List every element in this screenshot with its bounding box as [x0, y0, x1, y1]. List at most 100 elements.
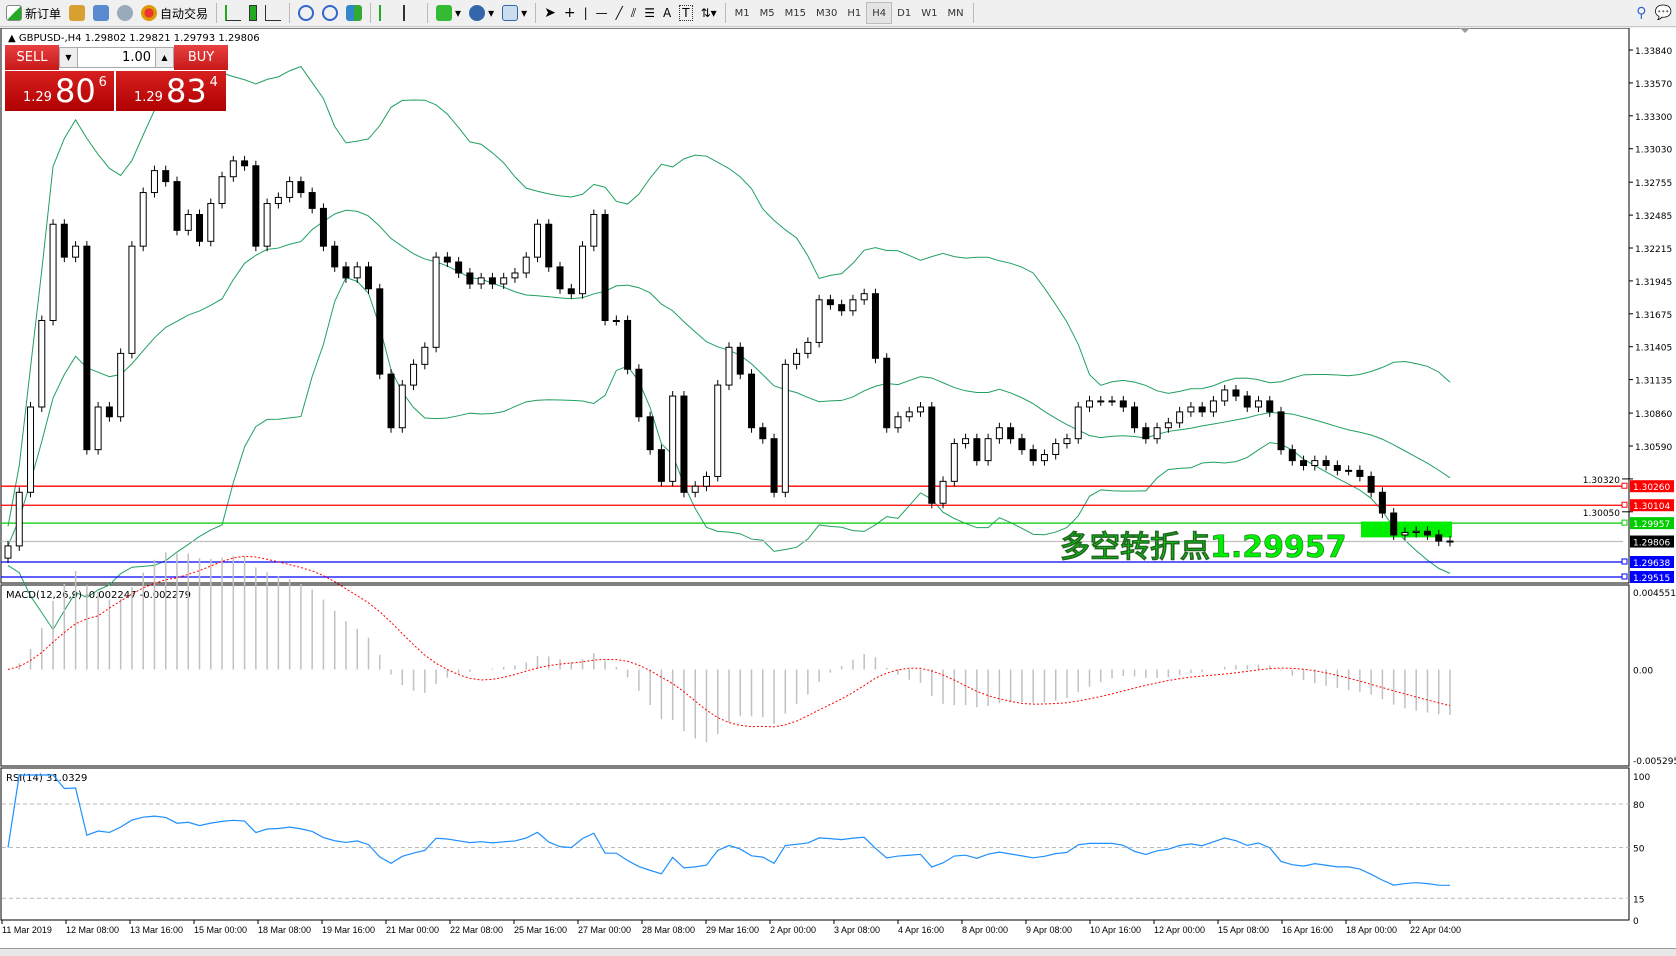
candle — [421, 346, 429, 365]
candle — [263, 203, 271, 247]
zoom-in-button[interactable] — [294, 2, 318, 25]
price-tick-label: 1.30860 — [1635, 410, 1672, 420]
timeframe-h1[interactable]: H1 — [847, 7, 862, 19]
candle — [1007, 427, 1015, 440]
candlestick-button[interactable] — [245, 2, 261, 25]
price-tick-label: 1.33300 — [1635, 113, 1672, 123]
auto-scroll-icon — [379, 5, 395, 21]
zoom-in-icon — [298, 5, 315, 21]
text-label-button[interactable]: T — [675, 2, 696, 25]
candle — [342, 266, 350, 279]
market-watch-button[interactable] — [65, 2, 89, 25]
price-level-badge — [1630, 499, 1674, 512]
candle — [286, 181, 294, 198]
timeframe-h4[interactable]: H4 — [866, 2, 893, 24]
horizontal-line-icon: — — [595, 6, 608, 20]
indicators-icon — [436, 5, 453, 21]
time-tick-label: 13 Mar 16:00 — [130, 925, 183, 935]
timeframe-m5[interactable]: M5 — [759, 7, 775, 19]
timeframe-m15[interactable]: M15 — [784, 7, 806, 19]
candle — [1153, 427, 1161, 440]
timeframe-w1[interactable]: W1 — [921, 7, 938, 19]
zoom-out-icon — [322, 5, 339, 21]
candle — [1367, 475, 1375, 493]
candle — [477, 277, 485, 285]
buy-button[interactable]: BUY — [174, 45, 228, 70]
text-button[interactable]: A — [659, 2, 675, 25]
sell-price[interactable]: 1.29 80 6 — [5, 71, 114, 111]
time-tick-label: 18 Apr 00:00 — [1346, 925, 1397, 935]
candle — [387, 373, 395, 429]
horizontal-line-button[interactable]: — — [592, 2, 612, 25]
line-chart-button[interactable] — [261, 2, 285, 25]
chat-icon: 💬 — [1654, 5, 1672, 21]
channel-button[interactable]: ⫽ — [627, 2, 640, 25]
chart-shift-icon — [403, 5, 419, 21]
crosshair-button[interactable]: + — [560, 2, 580, 25]
candle — [702, 475, 710, 487]
navigator-button[interactable] — [89, 2, 113, 25]
fibonacci-button[interactable]: ☰ — [640, 2, 659, 25]
rsi-tick-label: 0 — [1633, 917, 1639, 927]
chart-canvas[interactable]: ▲ GBPUSD-,H4 1.29802 1.29821 1.29793 1.2… — [0, 27, 1676, 948]
candle — [894, 416, 902, 429]
signals-icon — [117, 5, 134, 21]
timeframe-mn[interactable]: MN — [947, 7, 964, 19]
timeframe-d1[interactable]: D1 — [897, 7, 912, 19]
lot-size-stepper[interactable]: ▼ 1.00 ▲ — [59, 47, 174, 68]
indicators-button[interactable]: ▾ — [432, 2, 465, 25]
lot-size-input[interactable]: 1.00 — [122, 50, 151, 65]
periods-button[interactable]: ▾ — [465, 2, 498, 25]
time-tick-label: 16 Apr 16:00 — [1282, 925, 1333, 935]
candle — [669, 395, 677, 482]
bar-chart-button[interactable] — [221, 2, 245, 25]
candle — [1446, 540, 1454, 543]
auto-scroll-button[interactable] — [375, 2, 399, 25]
chart-window[interactable]: ▲ GBPUSD-,H4 1.29802 1.29821 1.29793 1.2… — [0, 27, 1676, 948]
signals-button[interactable] — [113, 2, 137, 25]
text-icon: A — [663, 6, 672, 20]
sell-button[interactable]: SELL — [5, 45, 59, 70]
candle — [443, 256, 451, 263]
chart-tabs-bar — [0, 948, 1676, 956]
tile-windows-button[interactable] — [342, 2, 366, 25]
separator — [370, 3, 372, 23]
candle — [162, 170, 170, 183]
zoom-out-button[interactable] — [318, 2, 342, 25]
timeframe-m1[interactable]: M1 — [734, 7, 750, 19]
candle — [905, 411, 913, 418]
arrows-icon: ⇅▾ — [700, 6, 717, 20]
candle — [1074, 406, 1082, 440]
candle — [72, 245, 80, 258]
candle — [838, 304, 846, 312]
price-tick-label: 1.32215 — [1635, 245, 1672, 255]
buy-price[interactable]: 1.29 83 4 — [116, 71, 226, 111]
candle — [117, 352, 125, 418]
candle — [1108, 400, 1116, 403]
time-tick-label: 21 Mar 00:00 — [386, 925, 439, 935]
separator — [724, 3, 726, 23]
templates-button[interactable]: ▾ — [498, 2, 531, 25]
cursor-button[interactable]: ➤ — [540, 2, 560, 25]
arrows-button[interactable]: ⇅▾ — [697, 2, 721, 25]
market-watch-icon — [69, 5, 86, 21]
new-order-button[interactable]: 新订单 — [2, 2, 65, 25]
candle — [781, 363, 789, 493]
candle — [714, 384, 722, 477]
chat-button[interactable]: 💬 — [1651, 2, 1676, 25]
candle — [1131, 406, 1139, 429]
auto-trading-button[interactable]: 自动交易 — [137, 2, 212, 25]
lot-increase-icon[interactable]: ▲ — [155, 48, 173, 67]
chart-shift-button[interactable] — [399, 2, 423, 25]
vertical-line-button[interactable]: | — [580, 2, 592, 25]
search-button[interactable]: ⚲ — [1632, 2, 1650, 25]
candle — [1322, 460, 1330, 466]
trendline-button[interactable]: ╱ — [612, 2, 627, 25]
time-tick-label: 22 Apr 04:00 — [1410, 925, 1461, 935]
lot-decrease-icon[interactable]: ▼ — [60, 48, 78, 67]
candle — [218, 176, 226, 205]
candle — [297, 181, 305, 194]
price-level-badge — [1630, 517, 1674, 530]
timeframe-m30[interactable]: M30 — [816, 7, 838, 19]
candle — [871, 293, 879, 359]
